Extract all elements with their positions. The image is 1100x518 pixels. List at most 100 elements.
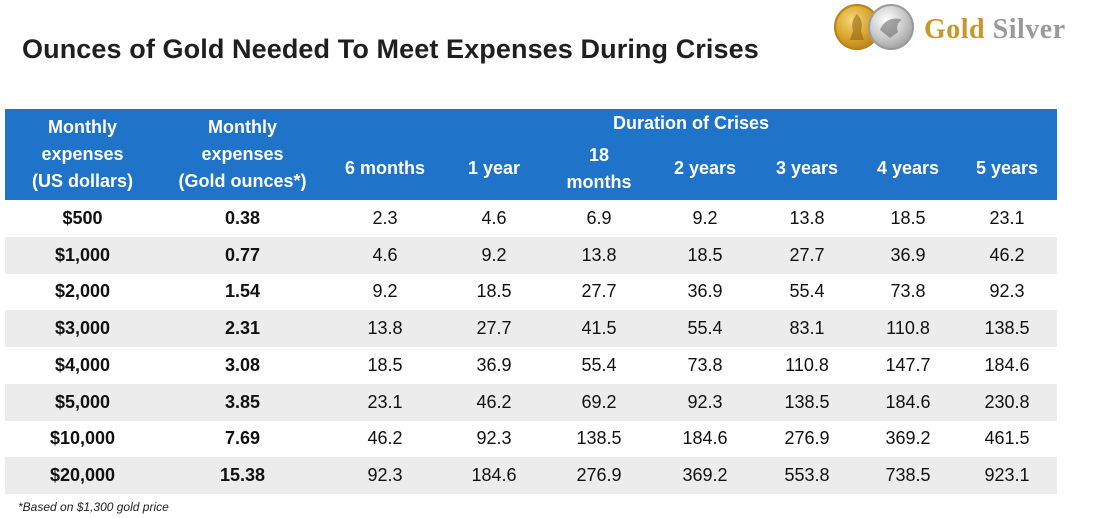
cell-value: 92.3 [445, 420, 543, 458]
cell-value: 9.2 [655, 200, 755, 237]
cell-value: 184.6 [655, 420, 755, 458]
cell-gold: 15.38 [160, 457, 325, 494]
cell-value: 230.8 [957, 383, 1058, 421]
cell-value: 92.3 [957, 273, 1058, 311]
gold-expenses-table: Monthly expenses (US dollars) Monthly ex… [5, 109, 1058, 494]
header-duration-5-years: 5 years [957, 137, 1058, 200]
cell-value: 138.5 [755, 383, 859, 421]
cell-value: 69.2 [543, 383, 655, 421]
cell-gold: 3.08 [160, 347, 325, 384]
cell-value: 147.7 [859, 347, 957, 384]
cell-value: 18.5 [445, 273, 543, 311]
cell-value: 83.1 [755, 310, 859, 347]
logo-silver-word: Silver [992, 14, 1066, 45]
header-duration-6-months: 6 months [325, 137, 445, 200]
logo-wordmark: Gold Silver [924, 14, 1066, 46]
cell-value: 138.5 [543, 420, 655, 458]
cell-value: 73.8 [859, 273, 957, 311]
cell-value: 27.7 [445, 310, 543, 347]
silver-coin-icon [868, 4, 914, 50]
header-duration-2-years: 2 years [655, 137, 755, 200]
cell-value: 2.3 [325, 200, 445, 237]
cell-value: 36.9 [445, 347, 543, 384]
cell-value: 13.8 [755, 200, 859, 237]
cell-value: 13.8 [543, 236, 655, 274]
cell-value: 110.8 [755, 347, 859, 384]
cell-gold: 1.54 [160, 273, 325, 311]
cell-value: 18.5 [859, 200, 957, 237]
footnote: *Based on $1,300 gold price [18, 500, 169, 514]
cell-value: 55.4 [543, 347, 655, 384]
cell-value: 738.5 [859, 457, 957, 494]
cell-value: 27.7 [543, 273, 655, 311]
cell-value: 276.9 [543, 457, 655, 494]
cell-value: 55.4 [755, 273, 859, 311]
cell-usd: $10,000 [5, 420, 160, 458]
cell-value: 4.6 [445, 200, 543, 237]
header-monthly-gold: Monthly expenses (Gold ounces*) [160, 109, 325, 200]
cell-value: 23.1 [957, 200, 1058, 237]
table-row: $500 0.38 2.3 4.6 6.9 9.2 13.8 18.5 23.1 [5, 200, 1058, 237]
header-monthly-gold-line2: expenses [201, 144, 284, 164]
cell-value: 46.2 [445, 383, 543, 421]
header-duration-18-months: 18 months [543, 137, 655, 200]
cell-value: 23.1 [325, 383, 445, 421]
cell-value: 184.6 [957, 347, 1058, 384]
goldsilver-logo: Gold Silver [832, 2, 1100, 52]
cell-value: 923.1 [957, 457, 1058, 494]
cell-value: 27.7 [755, 236, 859, 274]
cell-value: 6.9 [543, 200, 655, 237]
cell-usd: $4,000 [5, 347, 160, 384]
cell-value: 36.9 [655, 273, 755, 311]
header-duration-1-year: 1 year [445, 137, 543, 200]
cell-value: 138.5 [957, 310, 1058, 347]
cell-value: 184.6 [859, 383, 957, 421]
cell-value: 73.8 [655, 347, 755, 384]
table-row: $10,000 7.69 46.2 92.3 138.5 184.6 276.9… [5, 420, 1058, 458]
table-row: $5,000 3.85 23.1 46.2 69.2 92.3 138.5 18… [5, 383, 1058, 421]
cell-value: 369.2 [655, 457, 755, 494]
cell-gold: 3.85 [160, 383, 325, 421]
cell-value: 92.3 [325, 457, 445, 494]
cell-value: 4.6 [325, 236, 445, 274]
header-duration-3-years: 3 years [755, 137, 859, 200]
cell-value: 9.2 [325, 273, 445, 311]
header-monthly-usd-line1: Monthly [48, 117, 117, 137]
cell-value: 18.5 [325, 347, 445, 384]
header-duration-4-years: 4 years [859, 137, 957, 200]
table-row: $1,000 0.77 4.6 9.2 13.8 18.5 27.7 36.9 … [5, 236, 1058, 274]
cell-value: 184.6 [445, 457, 543, 494]
cell-value: 41.5 [543, 310, 655, 347]
cell-value: 18.5 [655, 236, 755, 274]
cell-usd: $20,000 [5, 457, 160, 494]
cell-usd: $500 [5, 200, 160, 237]
header-monthly-gold-line1: Monthly [208, 117, 277, 137]
cell-gold: 0.38 [160, 200, 325, 237]
cell-usd: $3,000 [5, 310, 160, 347]
cell-value: 110.8 [859, 310, 957, 347]
cell-value: 36.9 [859, 236, 957, 274]
cell-value: 46.2 [957, 236, 1058, 274]
cell-value: 46.2 [325, 420, 445, 458]
cell-gold: 7.69 [160, 420, 325, 458]
table-row: $2,000 1.54 9.2 18.5 27.7 36.9 55.4 73.8… [5, 273, 1058, 311]
page-title: Ounces of Gold Needed To Meet Expenses D… [22, 34, 759, 64]
header-monthly-gold-line3: (Gold ounces*) [178, 171, 307, 191]
cell-value: 92.3 [655, 383, 755, 421]
cell-usd: $5,000 [5, 383, 160, 421]
cell-value: 461.5 [957, 420, 1058, 458]
cell-value: 13.8 [325, 310, 445, 347]
table-row: $3,000 2.31 13.8 27.7 41.5 55.4 83.1 110… [5, 310, 1058, 347]
cell-gold: 2.31 [160, 310, 325, 347]
header-monthly-usd-line2: expenses [41, 144, 124, 164]
header-monthly-usd: Monthly expenses (US dollars) [5, 109, 160, 200]
cell-value: 276.9 [755, 420, 859, 458]
cell-value: 9.2 [445, 236, 543, 274]
cell-value: 553.8 [755, 457, 859, 494]
header-duration-group: Duration of Crises [325, 109, 1058, 137]
cell-value: 55.4 [655, 310, 755, 347]
cell-gold: 0.77 [160, 236, 325, 274]
header-monthly-usd-line3: (US dollars) [31, 171, 133, 191]
cell-value: 369.2 [859, 420, 957, 458]
table-row: $4,000 3.08 18.5 36.9 55.4 73.8 110.8 14… [5, 347, 1058, 384]
